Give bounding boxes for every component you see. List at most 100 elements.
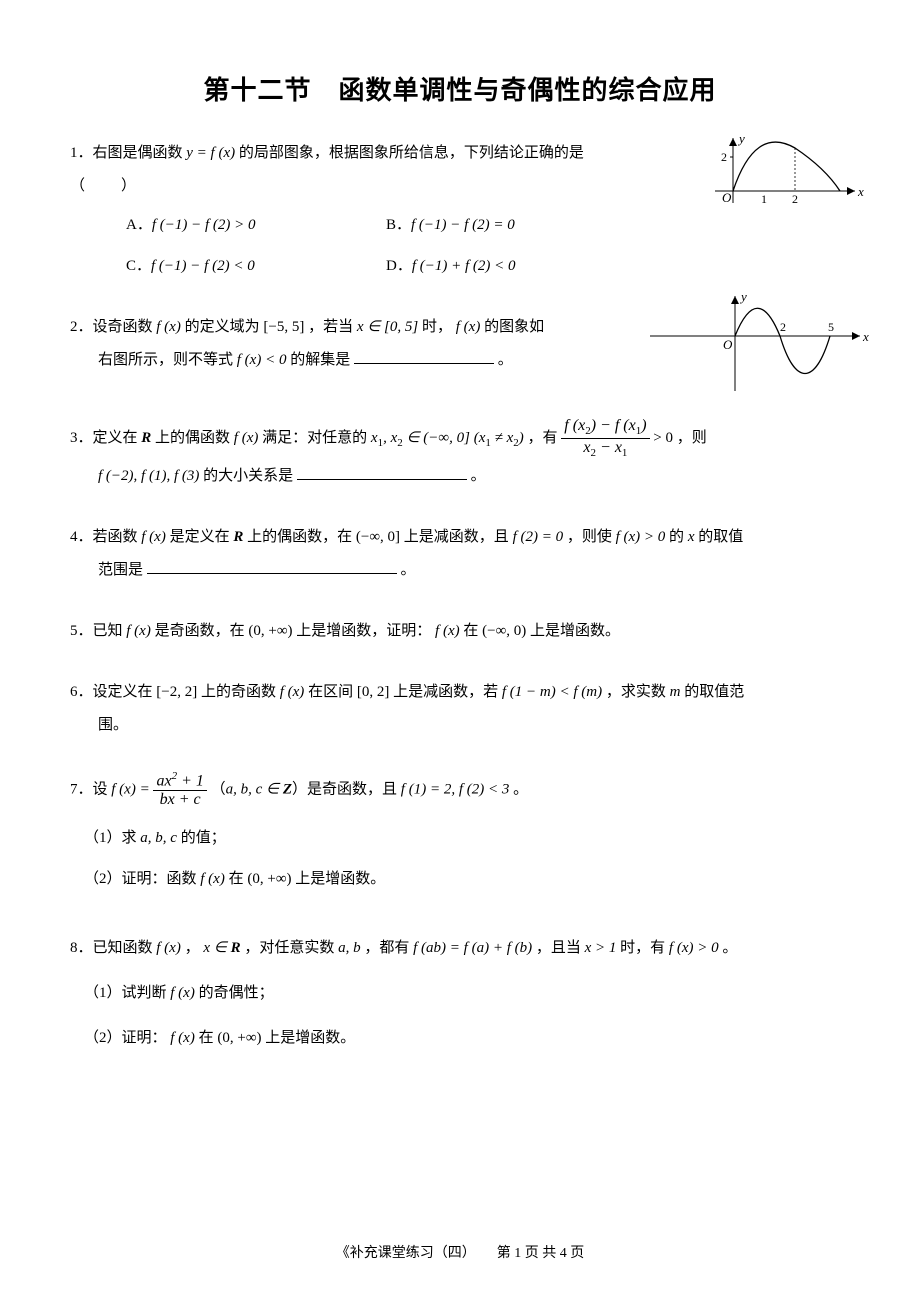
p8-xgt: x > 1 [585, 940, 617, 956]
p3-blank [297, 463, 467, 480]
p4-int: (−∞, 0] [356, 529, 400, 545]
p5-fx2: f (x) [435, 623, 460, 639]
p7-a: 7．设 [70, 781, 108, 797]
p8-c: ，都有 [364, 940, 409, 956]
p1-expr: y = f (x) [186, 145, 235, 161]
problem-4: 4．若函数 f (x) 是定义在 R 上的偶函数，在 (−∞, 0] 上是减函数… [70, 521, 850, 587]
problem-6: 6．设定义在 [−2, 2] 上的奇函数 f (x) 在区间 [0, 2] 上是… [70, 676, 850, 742]
p7-q2a: （2）证明：函数 [84, 871, 197, 887]
problem-5: 5．已知 f (x) 是奇函数，在 (0, +∞) 上是增函数，证明： f (x… [70, 615, 850, 648]
p5-int2: (−∞, 0) [482, 623, 526, 639]
optD-label: D． [386, 258, 412, 274]
p5-int1: (0, +∞) [248, 623, 292, 639]
p7-cond: f (1) = 2, f (2) < 3 [401, 781, 510, 797]
p6-d: 上是减函数，若 [393, 684, 498, 700]
section-title: 第十二节 函数单调性与奇偶性的综合应用 [70, 70, 850, 107]
p4-g: 的取值 [698, 529, 743, 545]
p8-R: R [231, 940, 241, 956]
p7-pr: ）是奇函数，且 [292, 781, 397, 797]
svg-text:2: 2 [792, 192, 798, 206]
p7-q2int: (0, +∞) [247, 871, 291, 887]
p3-vals: f (−2), f (1), f (3) [98, 468, 199, 484]
p4-cond: f (2) = 0 [513, 529, 564, 545]
svg-text:x: x [857, 184, 864, 199]
p3-d: ，有 [528, 430, 558, 446]
optC: f (−1) − f (2) < 0 [151, 258, 255, 274]
p3-ftxt: 的大小关系是 [203, 468, 293, 484]
p2-dom: [−5, 5] [263, 319, 304, 335]
p8-q2a: （2）证明： [84, 1030, 167, 1046]
p3-end: 。 [471, 468, 486, 484]
p6-g: 围。 [98, 717, 128, 733]
svg-text:y: y [737, 131, 745, 146]
p8-ab: a, b [338, 940, 361, 956]
p2-a: 2．设奇函数 [70, 319, 153, 335]
p7-q1a: （1）求 [84, 830, 137, 846]
p3-fx: f (x) [234, 430, 259, 446]
p5-b: 是奇函数，在 [155, 623, 245, 639]
svg-text:5: 5 [828, 320, 834, 334]
optA-label: A． [126, 217, 152, 233]
p8-eq: f (ab) = f (a) + f (b) [413, 940, 532, 956]
p5-c: 上是增函数，证明： [296, 623, 431, 639]
p7-abc: a, b, c ∈ [226, 781, 279, 797]
p2-blank [354, 348, 494, 365]
optB-label: B． [386, 217, 411, 233]
p6-fx: f (x) [280, 684, 305, 700]
p3-R: R [141, 430, 151, 446]
p4-blank [147, 557, 397, 574]
p2-e: 的图象如 [484, 319, 544, 335]
p4-x: x [688, 529, 695, 545]
p6-a: 6．设定义在 [70, 684, 153, 700]
p1-stem-b: 的局部图象，根据图象所给信息，下列结论正确的是 [239, 145, 584, 161]
p5-fx: f (x) [126, 623, 151, 639]
p2-ineq: f (x) < 0 [237, 352, 287, 368]
p7-frac: ax2 + 1 bx + c [153, 770, 206, 810]
p5-e: 上是增函数。 [530, 623, 620, 639]
problem-3: 3．定义在 R 上的偶函数 f (x) 满足：对任意的 x1, x2 ∈ (−∞… [70, 417, 850, 493]
p4-end: 。 [401, 562, 416, 578]
p7-end: 。 [513, 781, 528, 797]
p6-c: 在区间 [308, 684, 353, 700]
page: 第十二节 函数单调性与奇偶性的综合应用 x y O 1 2 2 1．右图是偶函数… [0, 0, 920, 1302]
p8-d: ，且当 [536, 940, 581, 956]
problem-2: x y O 2 5 2．设奇函数 f (x) 的定义域为 [−5, 5] ，若当… [70, 311, 850, 377]
p7-lhs: f (x) = [111, 781, 149, 797]
footer-a: 《补充课堂练习（四） 第 [336, 1246, 511, 1261]
svg-text:x: x [862, 329, 869, 344]
p4-ftxt: 的 [669, 529, 684, 545]
p8-q2b: 在 [199, 1030, 214, 1046]
p4-ineq: f (x) > 0 [616, 529, 666, 545]
p8-b: ，对任意实数 [244, 940, 334, 956]
footer-total: 4 [560, 1246, 567, 1261]
graph-1: x y O 1 2 2 [715, 133, 865, 213]
graph-2: x y O 2 5 [650, 291, 870, 401]
p4-fx: f (x) [141, 529, 166, 545]
p2-xin: x ∈ [0, 5] [357, 319, 418, 335]
p8-xr: x ∈ [203, 940, 226, 956]
problem-7: 7．设 f (x) = ax2 + 1 bx + c （a, b, c ∈ Z）… [70, 770, 850, 896]
p6-m: m [670, 684, 681, 700]
p4-R: R [233, 529, 243, 545]
svg-text:O: O [722, 190, 732, 205]
p7-q2fx: f (x) [200, 871, 225, 887]
p4-h: 范围是 [98, 562, 143, 578]
p8-q2fx: f (x) [170, 1030, 195, 1046]
p7-q2c: 上是增函数。 [295, 871, 385, 887]
p6-b: 上的奇函数 [201, 684, 276, 700]
p1-choice-paren: （ ） [70, 170, 138, 203]
p8-e: 时，有 [620, 940, 665, 956]
svg-text:1: 1 [761, 192, 767, 206]
p8-end: 。 [722, 940, 737, 956]
p4-e: ，则使 [567, 529, 612, 545]
p3-a: 3．定义在 [70, 430, 138, 446]
p4-c: 上的偶函数，在 [247, 529, 352, 545]
p7-q1b: 的值； [181, 830, 226, 846]
p6-ftxt: 的取值范 [684, 684, 744, 700]
p8-fgt: f (x) > 0 [669, 940, 719, 956]
p6-dom: [−2, 2] [156, 684, 197, 700]
p6-ineq: f (1 − m) < f (m) [502, 684, 602, 700]
problem-1: x y O 1 2 2 1．右图是偶函数 y = f (x) 的局部图象，根据图… [70, 137, 850, 283]
p2-end: 。 [498, 352, 513, 368]
svg-text:y: y [739, 289, 747, 304]
